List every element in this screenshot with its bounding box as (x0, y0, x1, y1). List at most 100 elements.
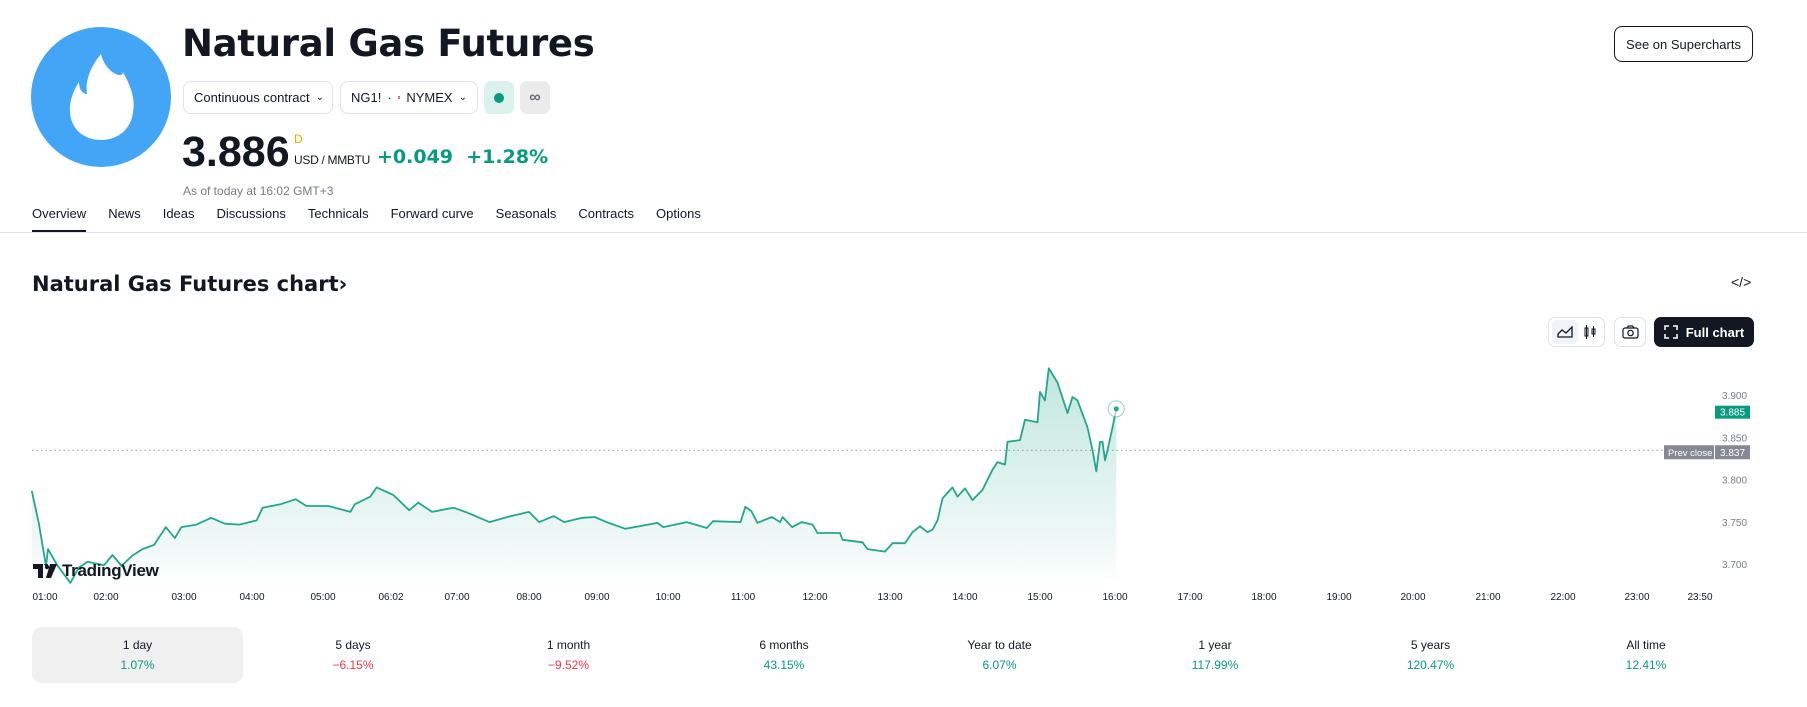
period-all-time[interactable]: All time 12.41% (1541, 627, 1752, 683)
price-area-fill (31, 368, 1117, 583)
contract-dropdown[interactable]: Continuous contract ⌄ (183, 81, 333, 114)
candles-chart-icon[interactable] (1578, 324, 1602, 340)
period-1-month[interactable]: 1 month −9.52% (463, 627, 674, 683)
tab-contracts[interactable]: Contracts (578, 206, 635, 221)
see-on-supercharts-button[interactable]: See on Supercharts (1614, 26, 1753, 62)
y-tick-label: 3.700 (1722, 560, 1747, 571)
tab-seasonals[interactable]: Seasonals (495, 206, 557, 221)
embed-code-icon[interactable]: </> (1731, 274, 1752, 290)
x-tick-label: 16:00 (1102, 592, 1127, 603)
last-price-dot (1113, 406, 1119, 412)
separator-dot: · (387, 90, 392, 105)
period-6-months[interactable]: 6 months 43.15% (679, 627, 890, 683)
x-tick-label: 14:00 (952, 592, 977, 603)
chevron-down-icon: ⌄ (458, 92, 467, 103)
y-tick-label: 3.750 (1722, 518, 1747, 529)
x-tick-label: 05:00 (310, 592, 335, 603)
tab-forward-curve[interactable]: Forward curve (390, 206, 474, 221)
tab-news[interactable]: News (108, 206, 141, 221)
period-year-to-date[interactable]: Year to date 6.07% (894, 627, 1105, 683)
y-tick-label: 3.850 (1722, 433, 1747, 444)
tradingview-logo-icon (33, 564, 57, 578)
x-tick-label: 04:00 (239, 592, 264, 603)
price-change: +0.049 +1.28% (377, 146, 548, 168)
x-tick-label: 03:00 (171, 592, 196, 603)
page-title: Natural Gas Futures (182, 22, 595, 65)
x-tick-label: 23:00 (1624, 592, 1649, 603)
chart-section-title[interactable]: Natural Gas Futures chart› (32, 272, 348, 296)
tradingview-wordmark: TradingView (62, 561, 159, 580)
market-open-status[interactable] (484, 81, 514, 114)
period-1-day[interactable]: 1 day 1.07% (32, 627, 243, 683)
contract-dropdown-label: Continuous contract (194, 90, 310, 105)
area-chart-icon[interactable] (1551, 320, 1578, 344)
x-tick-label: 10:00 (655, 592, 680, 603)
x-tick-label: 07:00 (444, 592, 469, 603)
x-tick-label: 01:00 (32, 592, 57, 603)
exchange-label: NYMEX (406, 90, 453, 105)
infinity-icon: ∞ (529, 88, 541, 106)
tab-divider (0, 232, 1807, 233)
last-price: 3.886 (182, 128, 290, 176)
x-tick-label: 11:00 (731, 592, 756, 603)
period-label: 1 month (546, 638, 591, 652)
continuous-contract-badge[interactable]: ∞ (520, 81, 550, 114)
full-chart-label: Full chart (1685, 324, 1745, 340)
market-open-dot-icon (494, 92, 504, 103)
symbol-exchange-dropdown[interactable]: NG1! · NYMEX ⌄ (340, 81, 478, 114)
period-change: −9.52% (547, 658, 590, 672)
period-change: 120.47% (1406, 658, 1455, 672)
x-tick-label: 20:00 (1400, 592, 1425, 603)
as-of-timestamp: As of today at 16:02 GMT+3 (183, 184, 334, 198)
flame-icon (69, 54, 134, 140)
x-tick-label: 21:00 (1475, 592, 1500, 603)
x-tick-label: 23:50 (1687, 592, 1712, 603)
price-flag: D (294, 132, 303, 146)
tradingview-watermark: TradingView (33, 561, 159, 581)
full-chart-button[interactable]: Full chart (1654, 317, 1754, 347)
screenshot-button[interactable] (1614, 317, 1646, 347)
tab-ideas[interactable]: Ideas (162, 206, 195, 221)
period-label: All time (1626, 638, 1666, 652)
x-tick-label: 17:00 (1177, 592, 1202, 603)
period-5-years[interactable]: 5 years 120.47% (1325, 627, 1536, 683)
x-tick-label: 22:00 (1550, 592, 1575, 603)
last-price-tag (1715, 405, 1750, 419)
price-unit: USD / MMBTU (294, 153, 371, 167)
period-label: 1 day (122, 638, 153, 652)
period-label: 6 months (759, 638, 809, 652)
prev-close-value-tag (1715, 445, 1750, 460)
fullscreen-icon (1663, 325, 1678, 339)
camera-icon (1621, 325, 1639, 339)
x-tick-label: 12:00 (802, 592, 827, 603)
period-label: 1 year (1198, 638, 1232, 652)
last-price-tag-label: 3.885 (1720, 408, 1745, 419)
period-5-days[interactable]: 5 days −6.15% (248, 627, 459, 683)
period-change: 1.07% (120, 658, 155, 672)
x-tick-label: 08:00 (516, 592, 541, 603)
period-change: 6.07% (982, 658, 1017, 672)
x-tick-label: 19:00 (1326, 592, 1351, 603)
tab-technicals[interactable]: Technicals (307, 206, 369, 221)
tab-options[interactable]: Options (656, 206, 701, 221)
chevron-down-icon: ⌄ (315, 92, 325, 103)
x-tick-label: 06:02 (378, 592, 403, 603)
x-tick-label: 13:00 (877, 592, 902, 603)
us-flag-icon (397, 96, 401, 99)
x-tick-label: 09:00 (584, 592, 609, 603)
price-line (30, 367, 1118, 584)
tab-overview[interactable]: Overview (32, 206, 87, 233)
y-tick-label: 3.900 (1722, 391, 1747, 402)
symbol-logo (31, 27, 171, 167)
prev-close-tag (1664, 445, 1714, 460)
y-tick-label: 3.800 (1722, 476, 1747, 487)
period-change: −6.15% (332, 658, 374, 672)
period-1-year[interactable]: 1 year 117.99% (1110, 627, 1321, 683)
change-pct: +1.28% (466, 146, 549, 168)
tab-bar: Overview News Ideas Discussions Technicals Fo… (32, 206, 723, 233)
tab-discussions[interactable]: Discussions (216, 206, 286, 221)
period-change: 117.99% (1191, 658, 1239, 672)
period-label: 5 years (1410, 638, 1451, 652)
chart-style-group (1548, 317, 1605, 347)
